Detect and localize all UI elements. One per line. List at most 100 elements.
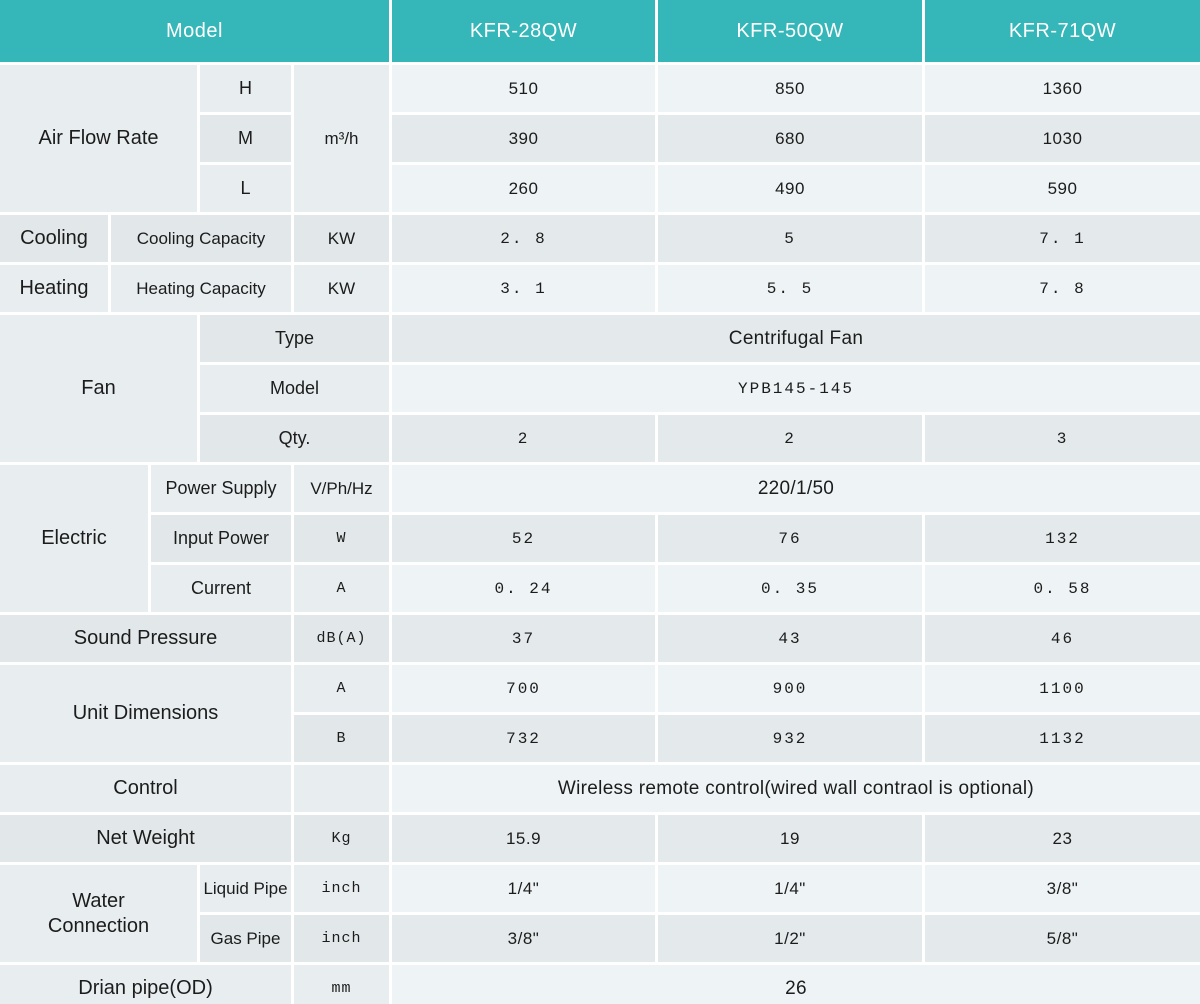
electric-label: Electric [0,465,148,612]
header-row: Model KFR-28QW KFR-50QW KFR-71QW [0,0,1200,62]
fan-model-value: YPB145-145 [392,365,1200,412]
dimension-b-value: 932 [658,715,922,762]
cooling-value: 7. 1 [925,215,1200,262]
current-value: 0. 24 [392,565,655,612]
net-weight-unit: Kg [294,815,389,862]
power-supply-value: 220/1/50 [392,465,1200,512]
current-value: 0. 58 [925,565,1200,612]
heating-row: Heating Heating Capacity KW 3. 1 5. 5 7.… [0,265,1200,312]
heating-value: 3. 1 [392,265,655,312]
dimension-a-row: Unit Dimensions A 700 900 1100 [0,665,1200,762]
air-flow-l-value: 490 [658,165,922,212]
sound-pressure-value: 37 [392,615,655,662]
fan-type-row: Fan Type Centrifugal Fan [0,315,1200,462]
current-unit: A [294,565,389,612]
control-row: Control Wireless remote control(wired wa… [0,765,1200,812]
heating-value: 7. 8 [925,265,1200,312]
air-flow-m-label: M [200,115,291,162]
liquid-pipe-row: Water Connection Liquid Pipe inch 1/4" 1… [0,865,1200,962]
heating-value: 5. 5 [658,265,922,312]
dimension-a-label: A [294,665,389,712]
input-power-row: Input Power W 52 76 132 [0,515,1200,562]
gas-pipe-unit: inch [294,915,389,962]
model-column-kfr-71qw: KFR-71QW [925,0,1200,62]
power-supply-unit: V/Ph/Hz [294,465,389,512]
fan-qty-value: 2 [658,415,922,462]
heating-capacity-label: Heating Capacity [111,265,291,312]
liquid-pipe-value: 1/4" [658,865,922,912]
dimension-a-value: 700 [392,665,655,712]
cooling-value: 2. 8 [392,215,655,262]
fan-qty-value: 2 [392,415,655,462]
dimension-a-value: 1100 [925,665,1200,712]
drain-pipe-label: Drian pipe(OD) [0,965,291,1004]
unit-dimensions-label: Unit Dimensions [0,665,291,762]
air-flow-unit: m³/h [294,65,389,212]
air-flow-h-value: 1360 [925,65,1200,112]
fan-qty-value: 3 [925,415,1200,462]
gas-pipe-value: 5/8" [925,915,1200,962]
fan-qty-row: Qty. 2 2 3 [0,415,1200,462]
current-row: Current A 0. 24 0. 35 0. 58 [0,565,1200,612]
net-weight-value: 19 [658,815,922,862]
air-flow-m-row: M 390 680 1030 [0,115,1200,162]
air-flow-h-value: 510 [392,65,655,112]
fan-qty-label: Qty. [200,415,389,462]
input-power-value: 132 [925,515,1200,562]
model-column-kfr-28qw: KFR-28QW [392,0,655,62]
air-flow-h-value: 850 [658,65,922,112]
gas-pipe-label: Gas Pipe [200,915,291,962]
net-weight-row: Net Weight Kg 15.9 19 23 [0,815,1200,862]
current-label: Current [151,565,291,612]
dimension-a-value: 900 [658,665,922,712]
air-flow-l-value: 260 [392,165,655,212]
input-power-label: Input Power [151,515,291,562]
heating-label: Heating [0,265,108,312]
model-column-kfr-50qw: KFR-50QW [658,0,922,62]
sound-pressure-value: 46 [925,615,1200,662]
dimension-b-label: B [294,715,389,762]
air-flow-l-label: L [200,165,291,212]
cooling-capacity-label: Cooling Capacity [111,215,291,262]
liquid-pipe-value: 3/8" [925,865,1200,912]
air-flow-h-row: Air Flow Rate H m³/h 510 850 1360 [0,65,1200,212]
control-unit-empty [294,765,389,812]
model-header-cell: Model [0,0,389,62]
cooling-row: Cooling Cooling Capacity KW 2. 8 5 7. 1 [0,215,1200,262]
dimension-b-value: 732 [392,715,655,762]
cooling-value: 5 [658,215,922,262]
air-flow-l-value: 590 [925,165,1200,212]
power-supply-row: Electric Power Supply V/Ph/Hz 220/1/50 [0,465,1200,612]
drain-pipe-row: Drian pipe(OD) mm 26 [0,965,1200,1004]
net-weight-value: 15.9 [392,815,655,862]
liquid-pipe-unit: inch [294,865,389,912]
drain-pipe-value: 26 [392,965,1200,1004]
input-power-unit: W [294,515,389,562]
water-connection-label: Water Connection [0,865,197,962]
cooling-unit: KW [294,215,389,262]
sound-pressure-unit: dB(A) [294,615,389,662]
sound-pressure-value: 43 [658,615,922,662]
net-weight-label: Net Weight [0,815,291,862]
air-flow-h-label: H [200,65,291,112]
fan-model-label: Model [200,365,389,412]
air-flow-m-value: 1030 [925,115,1200,162]
air-flow-m-value: 390 [392,115,655,162]
heating-unit: KW [294,265,389,312]
net-weight-value: 23 [925,815,1200,862]
sound-pressure-label: Sound Pressure [0,615,291,662]
input-power-value: 52 [392,515,655,562]
gas-pipe-value: 3/8" [392,915,655,962]
air-flow-rate-label: Air Flow Rate [0,65,197,212]
liquid-pipe-label: Liquid Pipe [200,865,291,912]
fan-type-value: Centrifugal Fan [392,315,1200,362]
input-power-value: 76 [658,515,922,562]
dimension-b-row: B 732 932 1132 [0,715,1200,762]
control-label: Control [0,765,291,812]
control-value: Wireless remote control(wired wall contr… [392,765,1200,812]
power-supply-label: Power Supply [151,465,291,512]
gas-pipe-value: 1/2" [658,915,922,962]
air-flow-l-row: L 260 490 590 [0,165,1200,212]
